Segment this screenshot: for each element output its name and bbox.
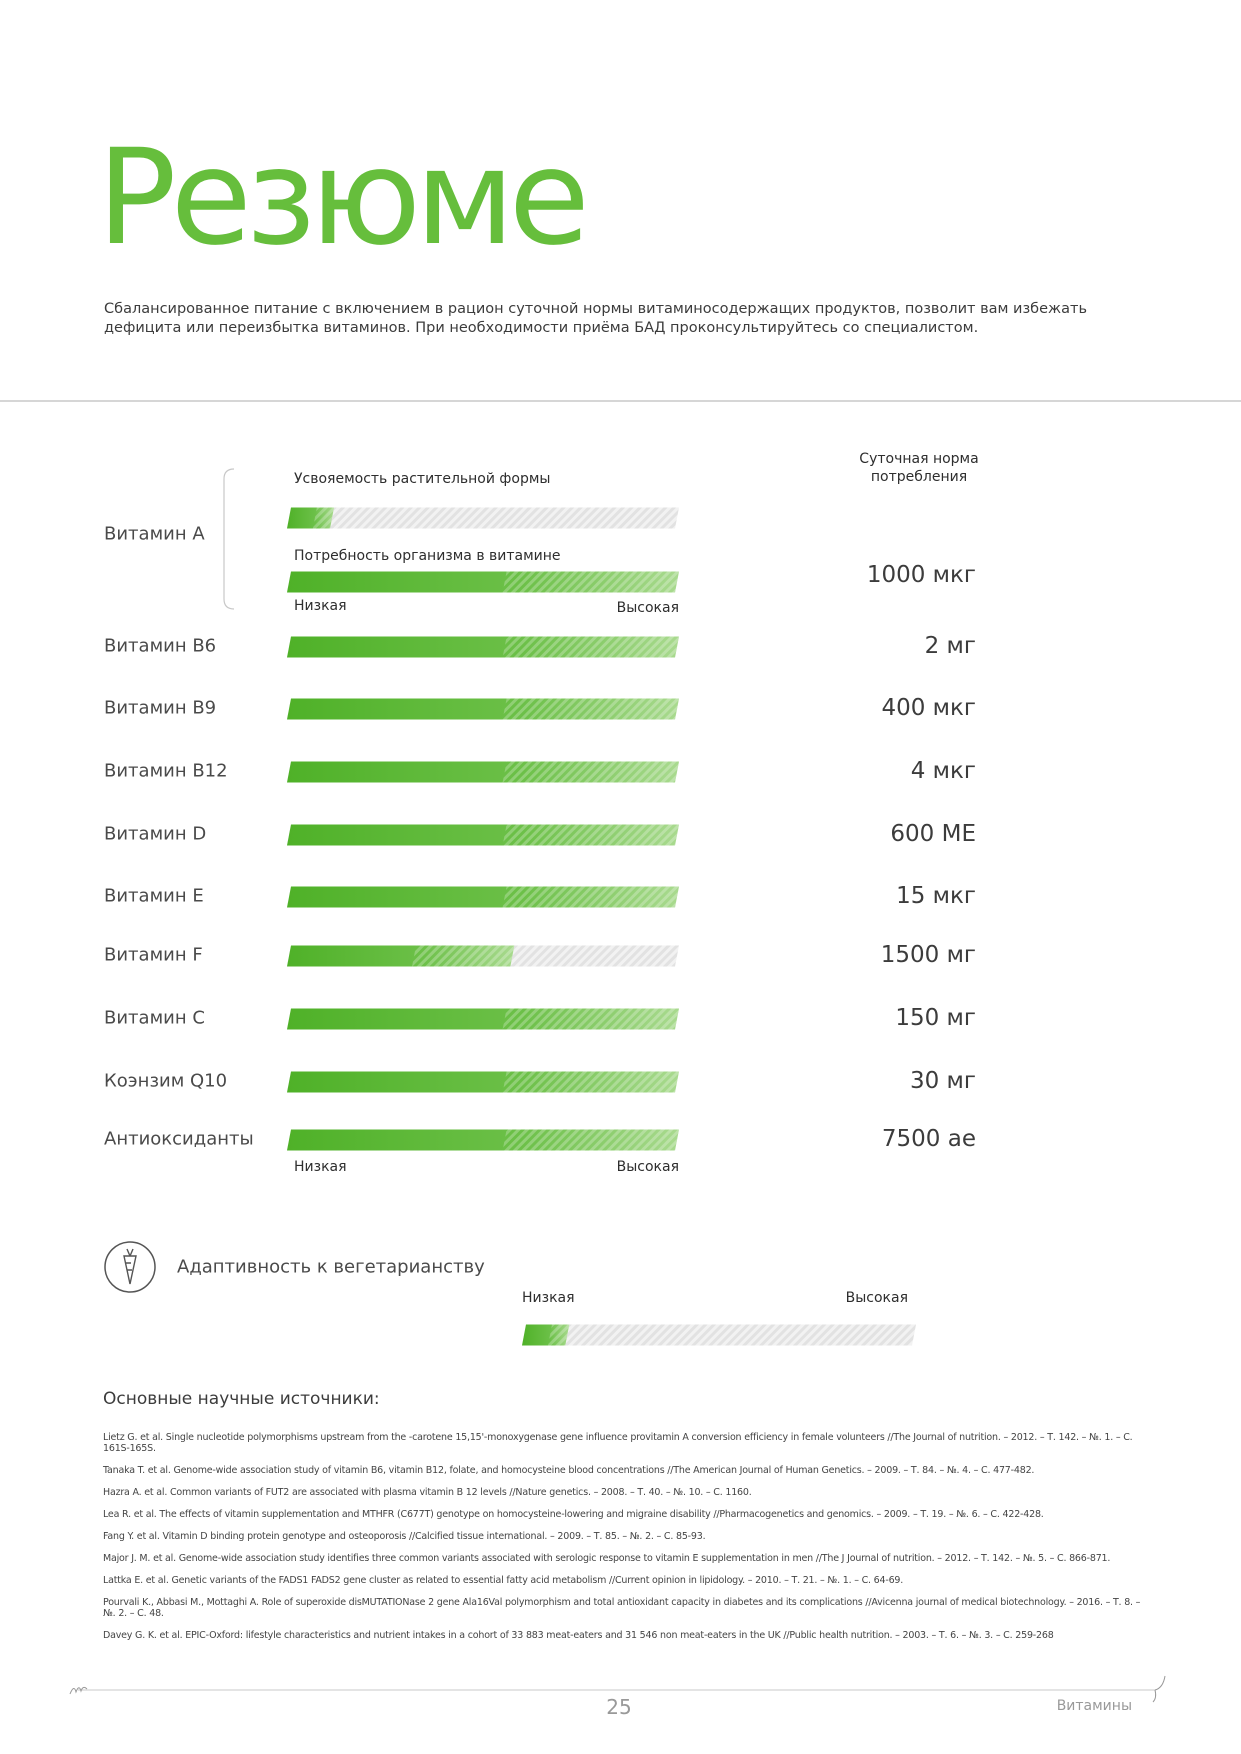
bar-texture xyxy=(502,886,679,908)
source-item: Lea R. et al. The effects of vitamin sup… xyxy=(103,1509,1044,1520)
column-header: Суточная норма потребления xyxy=(859,451,979,485)
source-item: Lattka E. et al. Genetic variants of the… xyxy=(103,1575,904,1586)
source-item: Fang Y. et al. Vitamin D binding protein… xyxy=(103,1531,706,1542)
sources-title: Основные научные источники: xyxy=(103,1389,380,1409)
vegetarian-label: Адаптивность к вегетарианству xyxy=(177,1256,485,1278)
source-item: Major J. M. et al. Genome-wide associati… xyxy=(103,1553,1111,1564)
sources-list: Lietz G. et al. Single nucleotide polymo… xyxy=(103,1432,1143,1652)
norm-value: 2 мг xyxy=(924,633,976,659)
scale-high: Высокая xyxy=(845,1290,908,1306)
page-number: 25 xyxy=(606,1695,632,1719)
norm-value: 150 мг xyxy=(895,1005,976,1031)
bar-texture xyxy=(502,761,679,783)
bar-track xyxy=(287,507,679,529)
scale-low: Низкая xyxy=(294,1159,347,1175)
carrot-icon xyxy=(104,1241,156,1293)
bar-texture xyxy=(502,1129,679,1151)
bar-texture xyxy=(502,636,679,658)
footer-ornament xyxy=(69,1686,88,1695)
norm-value: 1500 мг xyxy=(880,942,976,968)
footer-ornament xyxy=(1152,1675,1166,1703)
bar-texture xyxy=(502,571,679,593)
bar-texture xyxy=(502,698,679,720)
section-name: Витамины xyxy=(1056,1698,1132,1714)
bar-caption: Усвояемость растительной формы xyxy=(294,471,551,487)
row-label: Антиоксиданты xyxy=(104,1128,254,1150)
bar-texture xyxy=(548,1324,570,1346)
source-item: Lietz G. et al. Single nucleotide polymo… xyxy=(103,1432,1133,1454)
scale-high: Высокая xyxy=(616,1159,679,1175)
source-item: Davey G. K. et al. EPIC-Oxford: lifestyl… xyxy=(103,1630,1054,1641)
row-label: Витамин В12 xyxy=(104,760,228,782)
bar-texture xyxy=(502,1071,679,1093)
intro: Сбалансированное питание с включением в … xyxy=(104,301,1087,336)
scale-low: Низкая xyxy=(294,598,347,614)
bar-texture xyxy=(412,945,515,967)
row-label: Витамин С xyxy=(104,1007,205,1029)
source-item: Hazra A. et al. Common variants of FUT2 … xyxy=(103,1487,752,1498)
source-item: Pourvali K., Abbasi M., Mottaghi A. Role… xyxy=(103,1597,1141,1619)
row-label: Витамин В9 xyxy=(104,697,217,719)
norm-value: 4 мкг xyxy=(910,758,976,784)
bar-texture xyxy=(502,824,679,846)
row-label: Витамин В6 xyxy=(104,635,217,657)
norm-value: 1000 мкг xyxy=(866,562,976,588)
scale-high: Высокая xyxy=(616,600,679,616)
row-label: Коэнзим Q10 xyxy=(104,1070,228,1092)
norm-value: 7500 ае xyxy=(881,1126,976,1152)
bar-track xyxy=(522,1324,916,1346)
row-label: Витамин Е xyxy=(104,885,204,907)
norm-value: 30 мг xyxy=(909,1068,976,1094)
bar-texture xyxy=(312,507,335,529)
norm-value: 600 МЕ xyxy=(890,821,976,847)
row-label: Витамин F xyxy=(104,944,203,966)
bar-texture xyxy=(502,1008,679,1030)
bar-caption: Потребность организма в витамине xyxy=(294,548,561,564)
source-item: Tanaka T. et al. Genome-wide association… xyxy=(103,1465,1035,1476)
scale-low: Низкая xyxy=(522,1290,575,1306)
row-label: Витамин А xyxy=(104,523,205,545)
page-title: Резюме xyxy=(97,121,590,275)
row-label: Витамин D xyxy=(104,823,207,845)
norm-value: 15 мкг xyxy=(896,883,976,909)
bracket xyxy=(223,468,235,610)
norm-value: 400 мкг xyxy=(881,695,976,721)
